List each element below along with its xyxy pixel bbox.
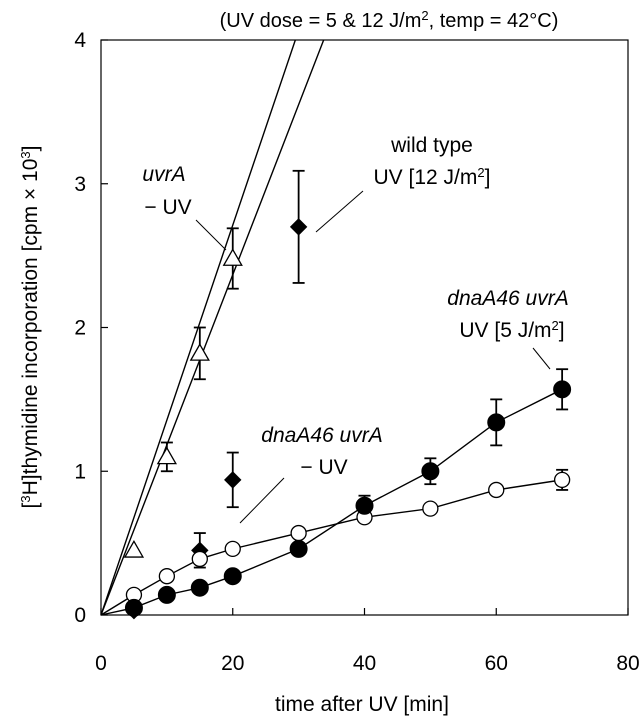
point-open-circle bbox=[224, 540, 241, 558]
y-tick-label: 0 bbox=[74, 604, 86, 627]
x-tick-label: 20 bbox=[221, 652, 244, 675]
x-tick-label: 60 bbox=[485, 652, 508, 675]
y-axis-title: [3H]thymidine incorporation [cpm × 103] bbox=[18, 146, 43, 509]
annotation-dnaa46-uvra-minus-uv: dnaA46 uvrA − UV bbox=[239, 424, 383, 524]
point-filled-circle bbox=[553, 380, 572, 399]
annotation-label-line1: dnaA46 uvrA bbox=[261, 424, 382, 447]
y-axis: 0 1 2 3 4 bbox=[74, 29, 108, 627]
point-open-circle bbox=[488, 481, 505, 499]
y-tick-label: 3 bbox=[74, 173, 86, 196]
point-filled-circle bbox=[190, 578, 209, 597]
annotation-label-line2: UV [5 J/m2] bbox=[459, 318, 564, 343]
y-tick-label: 2 bbox=[74, 317, 86, 340]
x-tick-label: 0 bbox=[95, 652, 107, 675]
fit-lines bbox=[101, 40, 325, 615]
point-filled-circle bbox=[487, 413, 506, 432]
connect-lines bbox=[100, 388, 563, 616]
annotation-leader bbox=[532, 347, 551, 370]
annotation-label-line1: uvrA bbox=[142, 163, 185, 186]
series-line-2 bbox=[100, 479, 563, 616]
point-filled-circle bbox=[124, 598, 143, 617]
annotation-label-line2: − UV bbox=[300, 456, 347, 479]
annotation-leader bbox=[239, 477, 285, 524]
point-open-circle bbox=[553, 471, 571, 489]
annotation-label-line1: wild type bbox=[390, 134, 473, 157]
point-filled-circle bbox=[157, 585, 176, 604]
x-tick-label: 80 bbox=[616, 652, 639, 675]
markers bbox=[123, 218, 572, 620]
x-axis: 0 20 40 60 80 bbox=[95, 608, 640, 675]
point-diamond bbox=[224, 471, 242, 489]
annotation-leader bbox=[195, 219, 227, 251]
annotation-label-line1: dnaA46 uvrA bbox=[447, 287, 568, 310]
point-triangle bbox=[189, 343, 210, 361]
point-open-circle bbox=[422, 500, 439, 517]
annotation-uvra-minus-uv: uvrA − UV bbox=[142, 163, 227, 251]
point-filled-circle bbox=[289, 539, 308, 558]
series-line-3 bbox=[100, 388, 563, 616]
annotation-label-line2: − UV bbox=[144, 196, 191, 219]
annotation-leader bbox=[315, 190, 364, 233]
point-triangle bbox=[156, 446, 177, 465]
point-filled-circle bbox=[421, 462, 440, 481]
point-filled-circle bbox=[223, 567, 242, 586]
annotation-dnaa46-uvra-uv5: dnaA46 uvrA UV [5 J/m2] bbox=[447, 287, 569, 370]
y-tick-label: 1 bbox=[74, 460, 86, 483]
chart-title: (UV dose = 5 & 12 J/m2, temp = 42°C) bbox=[220, 8, 559, 33]
fit-line-series-1 bbox=[101, 40, 325, 615]
point-triangle bbox=[222, 248, 243, 266]
y-tick-label: 4 bbox=[74, 29, 86, 52]
annotation-label-line2: UV [12 J/m2] bbox=[374, 165, 491, 190]
point-filled-circle bbox=[355, 496, 374, 515]
x-tick-label: 40 bbox=[353, 652, 376, 675]
x-axis-title: time after UV [min] bbox=[275, 693, 449, 716]
point-open-circle bbox=[290, 524, 307, 542]
point-open-circle bbox=[191, 550, 208, 568]
point-diamond bbox=[289, 218, 308, 236]
point-open-circle bbox=[158, 568, 176, 585]
annotation-wild-type: wild type UV [12 J/m2] bbox=[315, 134, 491, 233]
point-triangle bbox=[123, 540, 145, 558]
